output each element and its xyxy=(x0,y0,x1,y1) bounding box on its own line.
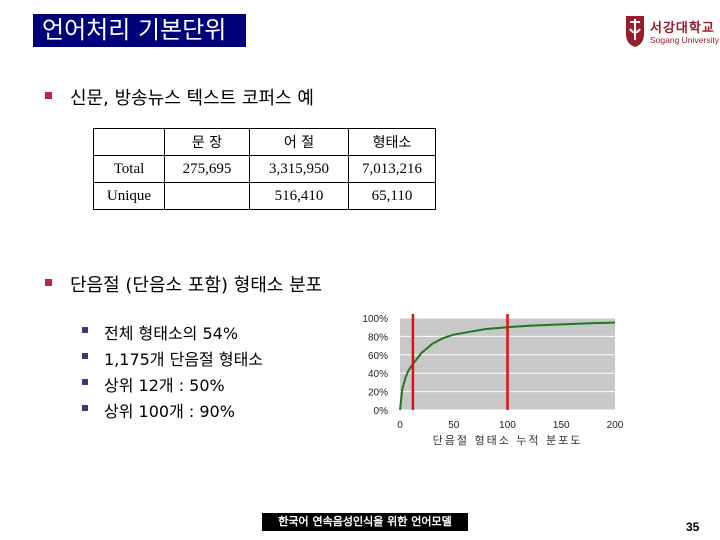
x-tick-label: 150 xyxy=(553,420,570,431)
series-line xyxy=(399,321,616,411)
bullet-marker xyxy=(45,279,52,286)
sub-bullet-marker xyxy=(82,379,88,385)
corpus-table: 문 장 어 절 형태소 Total 275,695 3,315,950 7,01… xyxy=(93,128,436,210)
table-header-cell: 문 장 xyxy=(164,128,250,156)
list-item-text: 전체 형태소의 54% xyxy=(104,324,239,343)
x-tick-label: 100 xyxy=(499,420,516,431)
y-tick-label: 0% xyxy=(374,406,389,417)
list-item-text: 상위 100개 : 90% xyxy=(104,402,235,421)
table-row: Total 275,695 3,315,950 7,013,216 xyxy=(93,155,436,183)
cumulative-distribution-chart: 0% 20% 40% 60% 80% 100% 0 50 100 150 200 단음절 형태소 누적… xyxy=(362,314,624,447)
x-axis-label: 단음절 형태소 누적 분포도 xyxy=(433,434,583,447)
table-cell: 7,013,216 xyxy=(348,155,436,183)
table-cell xyxy=(164,182,250,210)
table-header-cell: 형태소 xyxy=(348,128,436,156)
y-tick-label: 100% xyxy=(362,314,388,325)
x-tick-label: 50 xyxy=(448,420,460,431)
y-tick-label: 60% xyxy=(368,351,388,362)
table-row-label: Total xyxy=(93,155,165,183)
table-cell: 3,315,950 xyxy=(249,155,349,183)
sub-bullet-marker xyxy=(82,405,88,411)
y-tick-label: 40% xyxy=(368,369,388,380)
y-tick-label: 80% xyxy=(368,332,388,343)
logo-english-text: Sogang University xyxy=(650,35,719,45)
table-header-cell xyxy=(93,128,165,156)
list-item-text: 1,175개 단음절 형태소 xyxy=(104,350,264,369)
seal-icon xyxy=(626,16,644,47)
slide-title: 언어처리 기본단위 xyxy=(33,14,246,47)
sub-bullet-marker xyxy=(82,353,88,359)
heading-monosyllable-distribution: 단음절 (단음소 포함) 형태소 분포 xyxy=(70,275,323,296)
footer-title: 한국어 연속음성인식을 위한 언어모델 xyxy=(262,513,468,531)
page-number: 35 xyxy=(686,520,700,534)
bullet-marker xyxy=(45,92,52,99)
x-tick-label: 200 xyxy=(607,420,624,431)
sub-bullet-marker xyxy=(82,327,88,333)
university-logo: 서강대학교 Sogang University xyxy=(624,14,719,50)
table-cell: 275,695 xyxy=(164,155,250,183)
y-tick-label: 20% xyxy=(368,388,388,399)
table-cell: 516,410 xyxy=(249,182,349,210)
table-row: Unique 516,410 65,110 xyxy=(93,182,436,210)
heading-corpus-example: 신문, 방송뉴스 텍스트 코퍼스 예 xyxy=(70,88,314,109)
list-item-text: 상위 12개 : 50% xyxy=(104,376,225,395)
table-header-row: 문 장 어 절 형태소 xyxy=(93,128,436,156)
logo-korean-text: 서강대학교 xyxy=(650,21,715,36)
table-cell: 65,110 xyxy=(348,182,436,210)
table-row-label: Unique xyxy=(93,182,165,210)
x-tick-label: 0 xyxy=(397,420,403,431)
table-header-cell: 어 절 xyxy=(249,128,349,156)
